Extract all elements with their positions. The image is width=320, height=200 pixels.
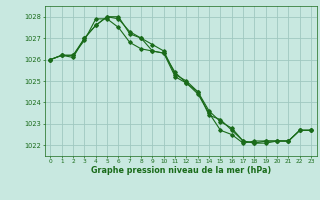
X-axis label: Graphe pression niveau de la mer (hPa): Graphe pression niveau de la mer (hPa) xyxy=(91,166,271,175)
